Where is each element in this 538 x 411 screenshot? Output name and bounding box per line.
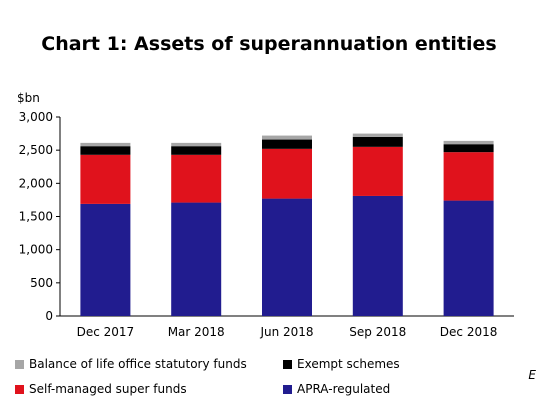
legend-swatch-life-office: [15, 359, 24, 369]
bar-segment: [352, 136, 403, 147]
bar-segment: [443, 152, 494, 201]
x-tick-label: Dec 2018: [440, 325, 498, 339]
y-tick-label: 500: [30, 276, 53, 290]
bar-segment: [443, 200, 494, 316]
legend-item-exempt-schemes: Exempt schemes: [283, 357, 400, 371]
bar-segment: [80, 154, 131, 204]
bar-segment: [171, 142, 222, 147]
bar-segment: [80, 142, 131, 147]
legend-label-smsf: Self-managed super funds: [29, 382, 187, 396]
bar-stack: [80, 142, 131, 316]
bar-stack: [352, 133, 403, 316]
y-unit-label: $bn: [17, 91, 40, 105]
bar-segment: [352, 146, 403, 196]
bar-segment: [262, 148, 312, 199]
bar-segment: [443, 144, 494, 153]
bar-segment: [171, 202, 222, 316]
legend-swatch-apra: [283, 384, 292, 394]
x-tick-label: Jun 2018: [259, 325, 313, 339]
bar-stack: [443, 140, 494, 316]
x-tick-label: Dec 2017: [77, 325, 135, 339]
chart-bars: [80, 133, 494, 316]
bar-stack: [262, 135, 312, 316]
legend-item-apra: APRA-regulated: [283, 382, 390, 396]
legend-swatch-smsf: [15, 384, 24, 394]
corner-mark: E: [528, 368, 536, 382]
bar-segment: [443, 140, 494, 145]
bar-segment: [171, 154, 222, 203]
chart-legend: Balance of life office statutory funds E…: [15, 357, 485, 401]
y-tick-label: 1,000: [19, 243, 53, 257]
y-tick-label: 0: [45, 309, 53, 323]
x-tick-label: Mar 2018: [168, 325, 225, 339]
legend-swatch-exempt-schemes: [283, 359, 292, 369]
bar-segment: [262, 135, 312, 140]
bar-segment: [262, 139, 312, 149]
x-tick-label: Sep 2018: [349, 325, 406, 339]
bar-segment: [80, 146, 131, 155]
bar-stack: [171, 142, 222, 316]
legend-label-exempt-schemes: Exempt schemes: [297, 357, 400, 371]
y-tick-label: 3,000: [19, 110, 53, 124]
bar-segment: [352, 195, 403, 316]
chart-title: Chart 1: Assets of superannuation entiti…: [41, 33, 497, 55]
bar-segment: [171, 146, 222, 155]
chart-tick-labels: 0 500 1,000 1,500 2,000 2,500 3,000 Dec 2017 Mar…: [19, 110, 498, 339]
y-tick-label: 2,000: [19, 176, 53, 190]
bar-segment: [262, 198, 312, 316]
y-tick-label: 2,500: [19, 143, 53, 157]
legend-item-smsf: Self-managed super funds: [15, 382, 187, 396]
legend-label-apra: APRA-regulated: [297, 382, 391, 396]
legend-item-life-office: Balance of life office statutory funds: [15, 357, 247, 371]
legend-label-life-office: Balance of life office statutory funds: [29, 357, 247, 371]
bar-segment: [80, 203, 131, 316]
y-tick-label: 1,500: [19, 210, 53, 224]
bar-segment: [352, 133, 403, 137]
